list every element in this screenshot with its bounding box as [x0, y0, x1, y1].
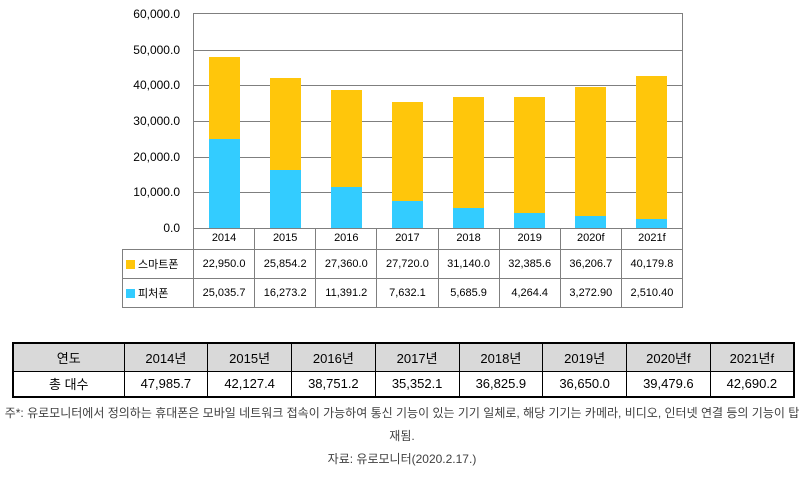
x-axis-label-2016: 2016 [316, 229, 378, 249]
gridline [194, 156, 682, 158]
summary-header-8: 2021년f [709, 342, 795, 372]
summary-header-6: 2019년 [542, 342, 627, 372]
featurephone-value-2019: 4,264.4 [498, 278, 561, 308]
summary-value-2: 38,751.2 [291, 370, 376, 398]
y-axis-tick-label: 20,000.0 [133, 149, 180, 164]
x-axis-label-2018: 2018 [439, 229, 500, 249]
series-row-featurephone: 피처폰 25,035.7 16,273.2 11,391.2 7,632.1 5,685.… [122, 278, 684, 308]
gridline [194, 121, 682, 122]
summary-table: 연도 2014년 2015년 2016년 2017년 2018년 2019년 2020년f 20… [12, 342, 795, 398]
smartphone-bar-segment [270, 77, 301, 170]
summary-header-5: 2018년 [458, 342, 544, 372]
x-axis-label-2019: 2019 [500, 229, 561, 249]
bars-layer [194, 14, 682, 228]
summary-header-0: 연도 [12, 342, 125, 372]
summary-value-1: 42,127.4 [207, 370, 292, 398]
y-axis-tick-label: 30,000.0 [133, 114, 180, 128]
bar-2015 [270, 77, 301, 228]
y-axis-tick-label: 50,000.0 [133, 42, 180, 57]
featurephone-bar-segment [575, 216, 606, 228]
x-axis-label-2017: 2017 [377, 229, 439, 249]
smartphone-bar-segment [392, 101, 423, 201]
smartphone-value-2019: 32,385.6 [498, 249, 561, 279]
smartphone-bar-segment [575, 87, 606, 217]
y-axis-tick-label: 10,000.0 [133, 185, 180, 200]
smartphone-value-2018: 31,140.0 [437, 249, 500, 279]
featurephone-value-2020f: 3,272.90 [559, 278, 622, 308]
smartphone-value-2020f: 36,206.7 [559, 249, 622, 279]
smartphone-bar-segment [209, 56, 240, 139]
featurephone-legend-swatch [126, 289, 135, 298]
summary-data-row: 총 대수 47,985.7 42,127.4 38,751.2 35,352.1 36,8… [12, 370, 795, 398]
gridlines [194, 14, 682, 228]
legend-cell-smartphone: 스마트폰 [122, 249, 194, 279]
chart-data-table: 스마트폰 22,950.0 25,854.2 27,360.0 27,720.0 31,1… [122, 249, 684, 308]
summary-header-3: 2016년 [291, 342, 376, 372]
featurephone-legend-label: 피처폰 [138, 288, 169, 300]
summary-row-label: 총 대수 [12, 370, 125, 398]
smartphone-value-2016: 27,360.0 [315, 249, 378, 279]
bar-2019 [514, 97, 545, 228]
gridline [194, 85, 682, 87]
gridline [194, 49, 682, 51]
smartphone-bar-segment [331, 89, 362, 188]
featurephone-value-2018: 5,685.9 [437, 278, 500, 308]
summary-header-4: 2017년 [374, 342, 460, 372]
footnote-note: 주*: 유로모니터에서 정의하는 휴대폰은 모바일 네트워크 접속이 가능하여 … [4, 406, 800, 443]
summary-header-1: 2014년 [123, 342, 209, 372]
featurephone-value-2015: 16,273.2 [254, 278, 317, 308]
y-axis-tick-label: 40,000.0 [133, 78, 180, 93]
bar-2016 [331, 89, 362, 228]
featurephone-value-2016: 11,391.2 [315, 278, 378, 308]
smartphone-value-2021f: 40,179.8 [620, 249, 684, 279]
x-axis-labels: 2014 2015 2016 2017 2018 2019 2020f 2021f [193, 229, 683, 249]
smartphone-value-2017: 27,720.0 [376, 249, 439, 279]
summary-value-6: 39,479.6 [626, 370, 711, 398]
smartphone-bar-segment [514, 97, 545, 213]
featurephone-bar-segment [270, 169, 301, 228]
featurephone-bar-segment [392, 200, 423, 228]
summary-header-row: 연도 2014년 2015년 2016년 2017년 2018년 2019년 2020년f 20… [12, 342, 795, 372]
bar-2018 [453, 96, 484, 228]
featurephone-value-2017: 7,632.1 [376, 278, 439, 308]
x-axis-label-2020f: 2020f [561, 229, 622, 249]
featurephone-value-2014: 25,035.7 [192, 278, 256, 308]
plot-area [193, 13, 683, 229]
smartphone-legend-label: 스마트폰 [138, 259, 179, 271]
bar-2020f [575, 87, 606, 228]
summary-header-7: 2020년f [626, 342, 711, 372]
summary-value-4: 36,825.9 [458, 370, 544, 398]
gridline [194, 192, 682, 194]
summary-value-0: 47,985.7 [123, 370, 209, 398]
smartphone-value-2015: 25,854.2 [254, 249, 317, 279]
featurephone-bar-segment [636, 219, 667, 228]
x-axis-label-2021f: 2021f [638, 232, 666, 244]
featurephone-bar-segment [331, 187, 362, 228]
legend-cell-featurephone: 피처폰 [122, 278, 194, 308]
x-axis-label-2015: 2015 [255, 229, 317, 249]
featurephone-bar-segment [209, 138, 240, 228]
y-axis-tick-label: 0.0 [163, 221, 180, 235]
summary-value-5: 36,650.0 [542, 370, 627, 398]
summary-value-7: 42,690.2 [709, 370, 795, 398]
smartphone-bar-segment [636, 75, 667, 220]
featurephone-bar-segment [453, 207, 484, 228]
summary-header-2: 2015년 [207, 342, 292, 372]
summary-value-3: 35,352.1 [374, 370, 460, 398]
footnotes: 주*: 유로모니터에서 정의하는 휴대폰은 모바일 네트워크 접속이 가능하여 … [0, 402, 804, 471]
footnote-source: 자료: 유로모니터(2020.2.17.) [327, 452, 477, 466]
featurephone-value-2021f: 2,510.40 [620, 278, 684, 308]
smartphone-value-2014: 22,950.0 [192, 249, 256, 279]
featurephone-bar-segment [514, 212, 545, 228]
series-row-smartphone: 스마트폰 22,950.0 25,854.2 27,360.0 27,720.0 31,1… [122, 249, 684, 279]
smartphone-bar-segment [453, 96, 484, 208]
y-axis-tick-label: 60,000.0 [133, 7, 180, 21]
smartphone-legend-swatch [126, 260, 135, 269]
bar-2014 [209, 56, 240, 228]
x-axis-label-2014: 2014 [194, 229, 256, 249]
bar-2017 [392, 101, 423, 228]
bar-2021f [636, 75, 667, 228]
